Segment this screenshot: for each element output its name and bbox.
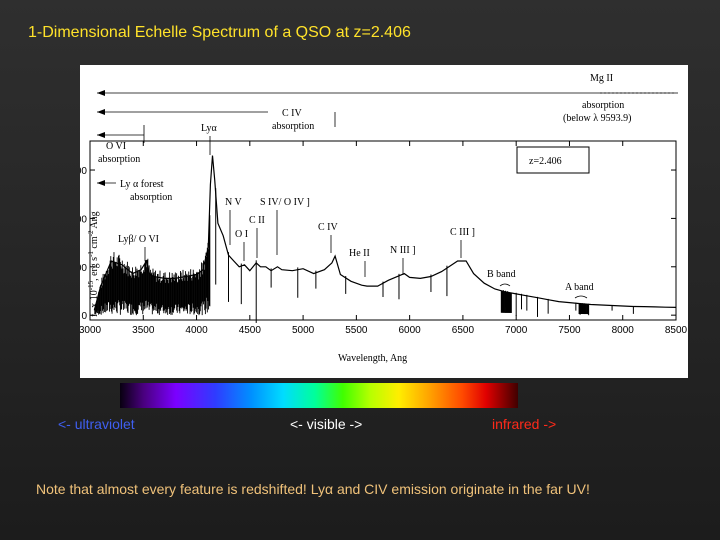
- plot-frame: [89, 140, 677, 321]
- chart-annotations: z=2.406 Mg II absorption (below λ 9593.9…: [87, 73, 680, 364]
- x-tick-label: 7500: [558, 325, 581, 336]
- lya-forest-label: Ly α forest: [120, 179, 164, 190]
- spectrum-figure: 3000 3500 4000 4500 5000 5500 6000 6500 7000 7500…: [80, 65, 688, 378]
- lya-forest-absorption: absorption: [130, 192, 172, 203]
- x-tick-label: 6500: [452, 325, 475, 336]
- chart-axes: [89, 140, 677, 321]
- infrared-label: infrared ->: [492, 416, 557, 432]
- slide-title: 1-Dimensional Echelle Spectrum of a QSO …: [28, 24, 411, 41]
- x-tick-label: 6000: [399, 325, 422, 336]
- ciii-label: C III ]: [450, 227, 475, 238]
- y-tick-label: 500: [80, 263, 87, 274]
- oi-label: O I: [235, 229, 248, 240]
- visible-label: <- visible ->: [290, 416, 363, 432]
- cii-label: C II: [249, 215, 265, 226]
- x-axis-label: Wavelength, Ang: [338, 353, 407, 364]
- x-tick-label: 4500: [239, 325, 262, 336]
- x-tick-label: 7000: [505, 325, 528, 336]
- siv-oiv-label: S IV/ O IV ]: [260, 197, 310, 208]
- mg2-below: (below λ 9593.9): [563, 113, 631, 124]
- ovi-label: O VI: [106, 141, 126, 152]
- x-tick-label: 5500: [345, 325, 368, 336]
- visible-spectrum-bar: [120, 383, 518, 408]
- x-tick-label: 5000: [292, 325, 315, 336]
- x-tick-label: 4000: [185, 325, 208, 336]
- absorption-lines: [215, 188, 634, 323]
- ovi-absorption: absorption: [98, 154, 140, 165]
- y-tick-label: 1500: [80, 166, 87, 177]
- spectrum-chart: 3000 3500 4000 4500 5000 5500 6000 6500 7000 7500…: [80, 73, 688, 364]
- lybeta-ovi-label: Lyβ/ O VI: [118, 234, 159, 245]
- y-tick-label: 0: [81, 311, 87, 322]
- b-band-label: B band: [487, 269, 516, 280]
- redshift-label: z=2.406: [529, 156, 562, 167]
- x-tick-label: 3500: [132, 325, 155, 336]
- mg2-label: Mg II: [590, 73, 613, 84]
- lya-forest-lines: [94, 215, 211, 316]
- redshift-box: [516, 146, 590, 174]
- civ-absorption-label: C IV: [282, 108, 303, 119]
- civ-absorption-word: absorption: [272, 121, 314, 132]
- y-axis-label: fλ x 10-15, erg s-1 cm-2 Ang: [87, 211, 102, 317]
- x-tick-label: 8000: [612, 325, 635, 336]
- x-tick-label: 3000: [80, 325, 102, 336]
- x-tick-label: 8500: [665, 325, 688, 336]
- spectrum-line: [93, 155, 677, 311]
- mg2-absorption: absorption: [582, 100, 624, 111]
- svg-text:fλ x 10-15, erg s-1 cm-2 Ang: fλ x 10-15, erg s-1 cm-2 Ang: [87, 211, 102, 317]
- lya-label: Lyα: [201, 123, 218, 134]
- nv-label: N V: [225, 197, 243, 208]
- niii-label: N III ]: [390, 245, 416, 256]
- ultraviolet-label: <- ultraviolet: [58, 416, 135, 432]
- heii-label: He II: [349, 248, 370, 259]
- y-tick-label: 1000: [80, 214, 87, 225]
- a-band-label: A band: [565, 282, 594, 293]
- footnote: Note that almost every feature is redshi…: [36, 481, 590, 497]
- chart-ticks: 3000 3500 4000 4500 5000 5500 6000 6500 7000 7500…: [80, 141, 688, 336]
- civ-emission-label: C IV: [318, 222, 339, 233]
